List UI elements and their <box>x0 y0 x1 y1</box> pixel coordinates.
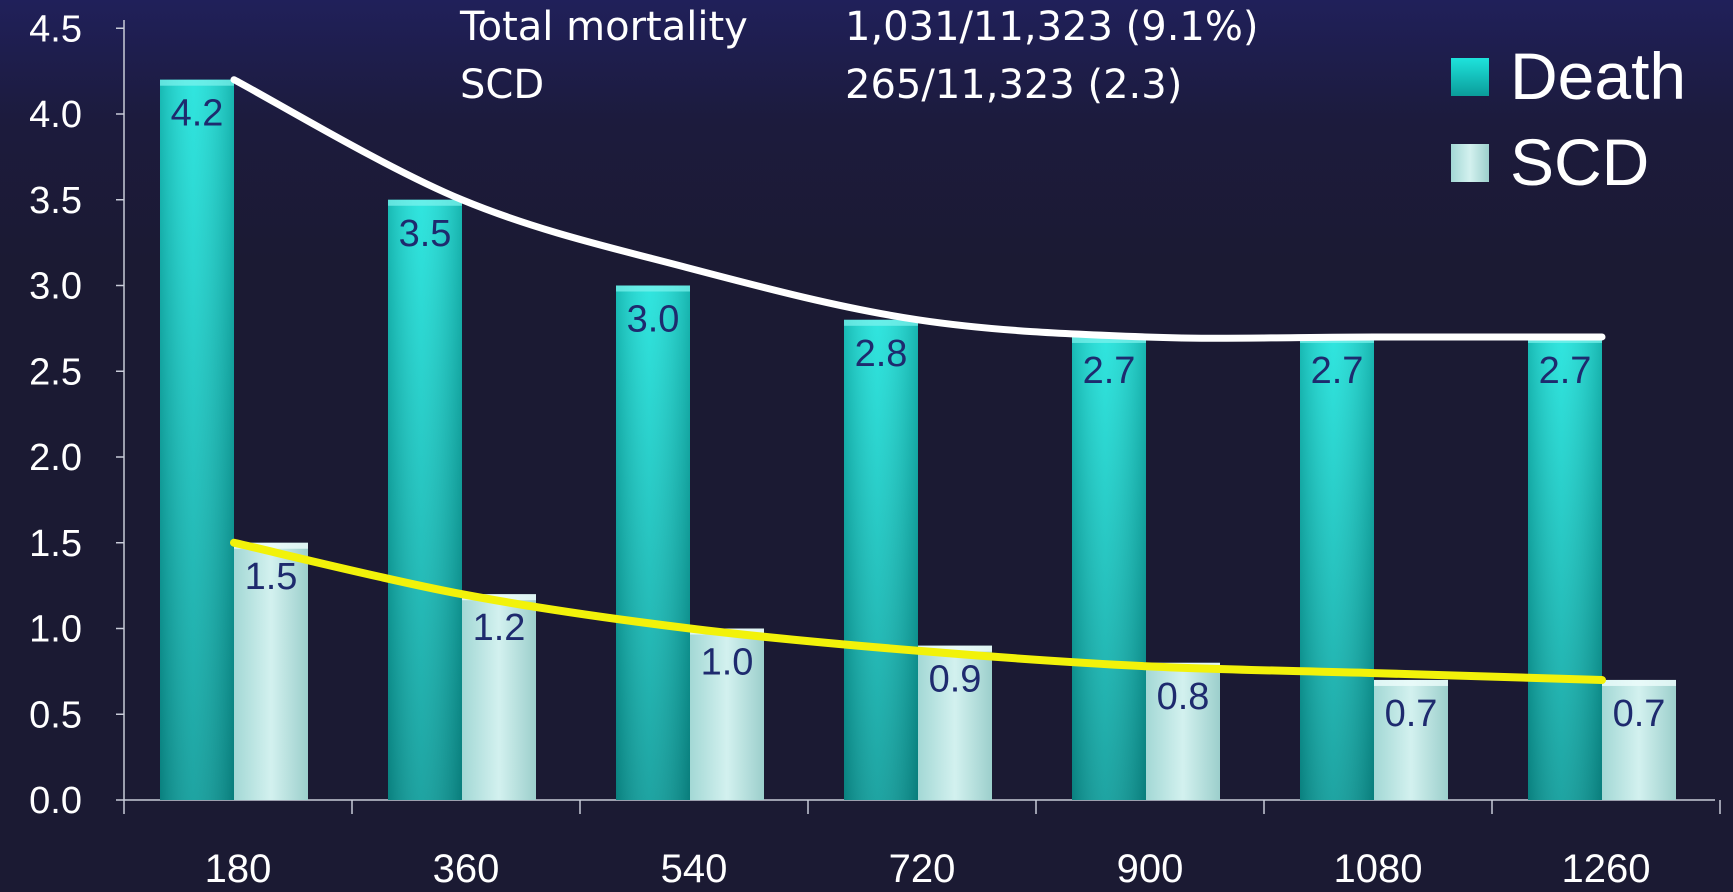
death-data-label: 2.7 <box>1539 350 1592 392</box>
y-tick-label: 2.5 <box>29 351 82 393</box>
x-tick-label: 720 <box>889 847 956 891</box>
death-bar-cap <box>1072 336 1146 343</box>
death-data-label: 2.8 <box>855 333 908 375</box>
x-tick-label: 900 <box>1117 847 1184 891</box>
x-tick-label: 1260 <box>1562 847 1651 891</box>
death-bar-shade <box>160 79 234 800</box>
scd-bar-cap <box>1602 679 1676 686</box>
scd-bar <box>234 542 308 800</box>
scd-bar-cap <box>1374 679 1448 686</box>
scd-bar <box>918 645 992 800</box>
death-data-label: 3.0 <box>627 299 680 341</box>
scd-data-label: 0.7 <box>1613 693 1666 735</box>
scd-bar <box>1374 679 1448 800</box>
scd-data-label: 0.8 <box>1157 676 1210 718</box>
legend-label-death: Death <box>1510 39 1686 113</box>
death-bar-shade <box>1528 336 1602 800</box>
scd-bar <box>1602 679 1676 800</box>
scd-data-label: 1.5 <box>245 556 298 598</box>
y-tick-label: 1.0 <box>29 609 82 651</box>
stat-label-total-mortality: Total mortality <box>460 4 748 50</box>
y-tick-label: 4.0 <box>29 94 82 136</box>
death-bar-cap <box>616 285 690 292</box>
death-bar-shade <box>388 199 462 800</box>
death-data-label: 4.2 <box>171 93 224 135</box>
legend-swatch-scd <box>1451 144 1489 182</box>
y-tick-label: 0.0 <box>29 780 82 822</box>
death-bar-shade <box>1072 336 1146 800</box>
death-trend-line <box>230 76 1606 342</box>
death-bar-cap <box>388 199 462 206</box>
death-data-label: 3.5 <box>399 213 452 255</box>
x-tick-label: 1080 <box>1334 847 1423 891</box>
death-bar-cap <box>160 79 234 86</box>
y-tick-label: 3.0 <box>29 266 82 308</box>
death-bar-shade <box>844 319 918 800</box>
legend: Death SCD <box>1451 39 1686 199</box>
stat-label-scd: SCD <box>460 62 545 108</box>
death-data-label: 2.7 <box>1083 350 1136 392</box>
scd-data-label: 1.0 <box>701 642 754 684</box>
death-bar-shade <box>616 285 690 800</box>
scd-bar-cap <box>918 645 992 652</box>
scd-data-label: 0.7 <box>1385 693 1438 735</box>
legend-label-scd: SCD <box>1510 125 1649 199</box>
y-tick-label: 1.5 <box>29 523 82 565</box>
death-data-label: 2.7 <box>1311 350 1364 392</box>
death-bar-shade <box>1300 336 1374 800</box>
scd-bar <box>1146 662 1220 800</box>
y-tick-label: 2.0 <box>29 437 82 479</box>
death-bar-cap <box>844 319 918 326</box>
scd-bar <box>690 628 764 800</box>
scd-bar-cap <box>234 542 308 549</box>
x-tick-label: 180 <box>205 847 272 891</box>
scd-bar <box>462 594 536 800</box>
stat-value-scd: 265/11,323 (2.3) <box>845 62 1183 108</box>
legend-swatch-death <box>1451 58 1489 96</box>
scd-trend-line <box>230 538 1606 684</box>
y-tick-label: 4.5 <box>29 8 82 50</box>
y-tick-label: 3.5 <box>29 180 82 222</box>
scd-data-label: 1.2 <box>473 607 526 649</box>
stat-value-total-mortality: 1,031/11,323 (9.1%) <box>845 4 1259 50</box>
y-tick-label: 0.5 <box>29 694 82 736</box>
scd-data-label: 0.9 <box>929 659 982 701</box>
x-tick-label: 360 <box>433 847 500 891</box>
x-tick-label: 540 <box>661 847 728 891</box>
